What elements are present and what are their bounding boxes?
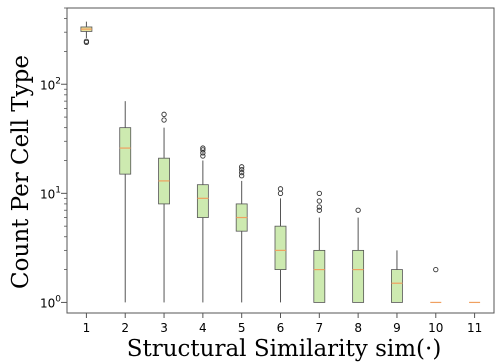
y-tick-label: 100: [40, 294, 61, 310]
box-1: [80, 21, 93, 46]
x-tick-label: 8: [354, 321, 362, 335]
y-tick-label: 101: [40, 185, 61, 201]
plot-area: [66, 7, 495, 314]
outlier-point: [200, 153, 206, 159]
box-6: [274, 186, 287, 303]
x-tick-label: 9: [393, 321, 401, 335]
y-axis-title: Count Per Cell Type: [8, 55, 34, 289]
box-body: [196, 184, 209, 218]
outlier-point: [200, 145, 206, 151]
x-axis-ticks: 1 2 3 4 5 6 7 8 9 10 11: [83, 313, 482, 335]
box-body: [352, 249, 365, 303]
x-tick-label: 11: [467, 321, 482, 335]
outlier-point: [239, 173, 245, 179]
box-9: [391, 250, 403, 303]
x-tick-label: 2: [121, 321, 129, 335]
box-body: [391, 269, 403, 303]
outlier-point: [316, 198, 322, 204]
outlier-point: [83, 39, 90, 46]
box-2: [119, 101, 132, 303]
outlier-point: [277, 186, 284, 192]
x-tick-label: 6: [277, 321, 285, 335]
x-tick-label: 4: [199, 321, 207, 335]
outlier-point: [239, 166, 245, 173]
outlier-point: [433, 266, 439, 273]
outlier-point: [355, 207, 361, 213]
x-tick-label: 7: [315, 321, 323, 335]
box-body: [274, 225, 287, 270]
y-axis-ticks: 100 101 102: [40, 7, 67, 310]
outlier-point: [200, 147, 206, 153]
box-4: [196, 145, 209, 303]
outlier-point: [316, 190, 322, 196]
outlier-point: [316, 204, 322, 210]
x-tick-label: 1: [83, 321, 91, 335]
box-body: [119, 127, 132, 175]
box-3: [158, 111, 170, 303]
box-body: [313, 249, 326, 303]
box-8: [352, 207, 365, 303]
outlier-point: [239, 169, 245, 176]
box-5: [235, 164, 248, 303]
outlier-point: [277, 190, 284, 196]
outlier-point: [316, 207, 322, 213]
box-7: [313, 190, 326, 303]
x-tick-label: 10: [428, 321, 443, 335]
x-axis-title: Structural Similarity sim(·): [127, 336, 442, 362]
x-tick-label: 3: [160, 321, 168, 335]
outlier-point: [161, 117, 167, 123]
outlier-point: [239, 164, 245, 170]
box-10: [430, 266, 442, 304]
x-tick-label: 5: [238, 321, 246, 335]
y-tick-label: 102: [40, 76, 61, 92]
outlier-point: [161, 111, 167, 117]
